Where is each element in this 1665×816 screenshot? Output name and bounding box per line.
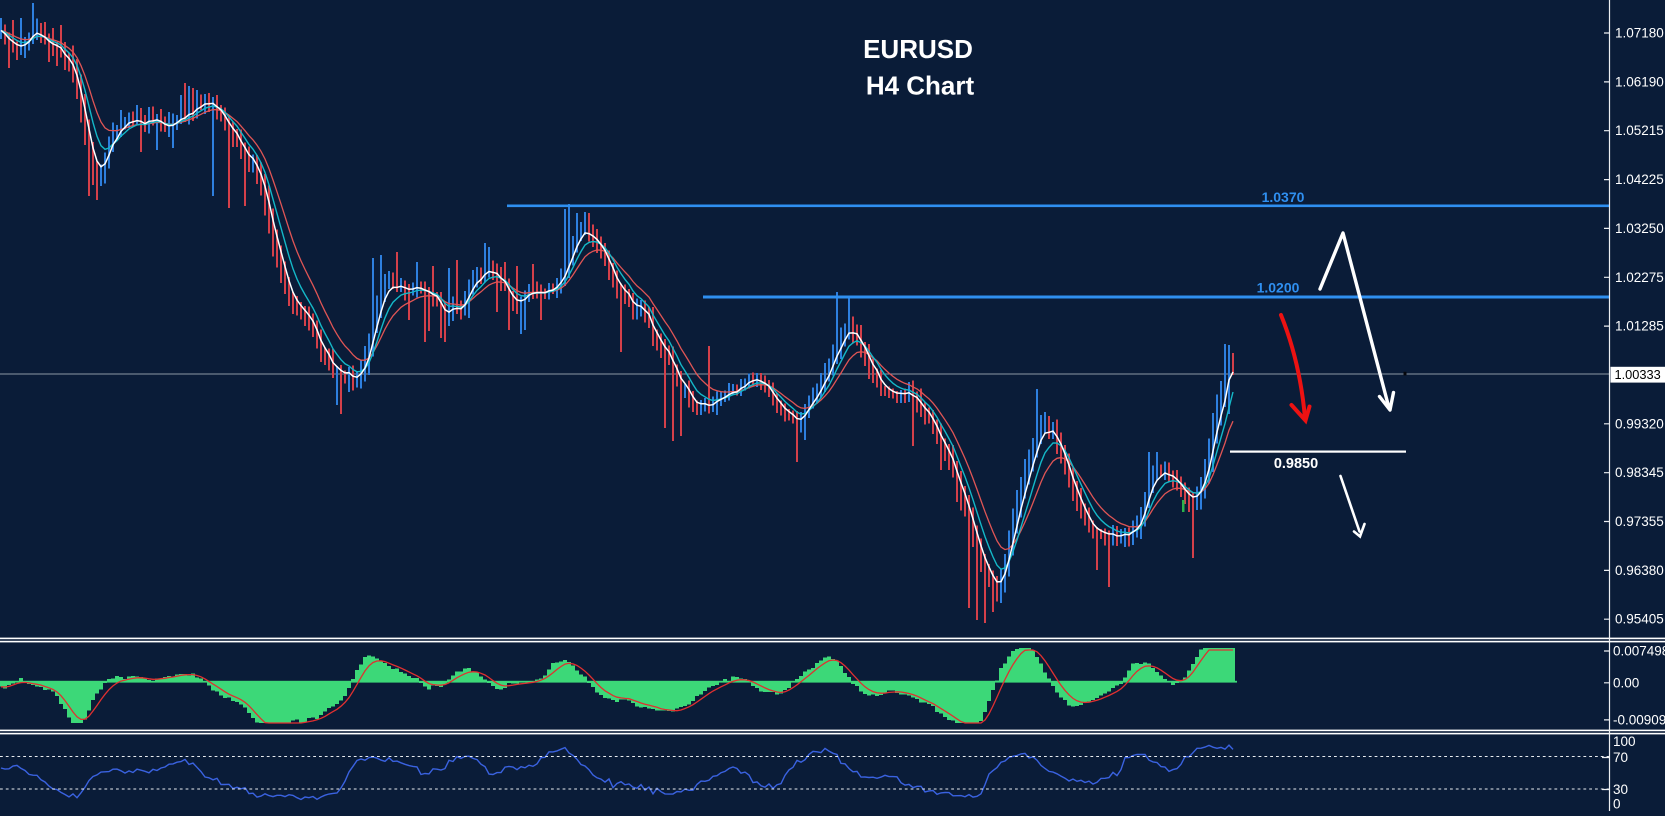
- svg-text:1.00333: 1.00333: [1615, 367, 1661, 382]
- svg-text:70: 70: [1613, 750, 1628, 765]
- svg-text:100: 100: [1613, 734, 1636, 749]
- svg-text:1.07180: 1.07180: [1615, 26, 1664, 41]
- svg-text:1.05215: 1.05215: [1615, 123, 1664, 138]
- svg-text:1.04225: 1.04225: [1615, 172, 1664, 187]
- svg-text:H4 Chart: H4 Chart: [866, 71, 975, 101]
- svg-text:1.01285: 1.01285: [1615, 319, 1664, 334]
- svg-text:0.97355: 0.97355: [1615, 514, 1664, 529]
- svg-text:0.95405: 0.95405: [1615, 612, 1664, 627]
- svg-text:0.007498: 0.007498: [1613, 644, 1665, 659]
- svg-text:1.02275: 1.02275: [1615, 270, 1664, 285]
- svg-text:0.96380: 0.96380: [1615, 563, 1664, 578]
- svg-text:1.0370: 1.0370: [1262, 189, 1305, 205]
- svg-text:EURUSD: EURUSD: [863, 34, 973, 64]
- svg-text:1.0200: 1.0200: [1257, 280, 1300, 296]
- svg-text:30: 30: [1613, 782, 1628, 797]
- svg-text:0: 0: [1613, 797, 1621, 812]
- svg-text:0.99320: 0.99320: [1615, 416, 1664, 431]
- svg-text:1.03250: 1.03250: [1615, 221, 1664, 236]
- svg-text:0.00: 0.00: [1613, 675, 1639, 690]
- svg-text:-0.009095: -0.009095: [1613, 712, 1665, 727]
- svg-text:1.06190: 1.06190: [1615, 74, 1664, 89]
- svg-text:0.9850: 0.9850: [1274, 456, 1318, 472]
- svg-text:0.98345: 0.98345: [1615, 465, 1664, 480]
